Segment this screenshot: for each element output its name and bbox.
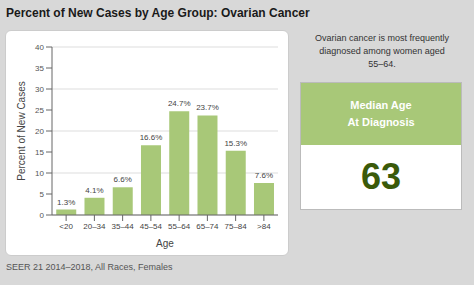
html-text:SEER 21 2014–2018, All Races,: SEER 21 2014–2018, All Races, Females [6, 262, 173, 272]
svg-text:23.7%: 23.7% [196, 103, 219, 112]
svg-text:55–64: 55–64 [168, 222, 191, 231]
html-text:Percent of New Cases by Age Gr: Percent of New Cases by Age Group: Ovari… [6, 6, 310, 20]
svg-text:20–34: 20–34 [83, 222, 106, 231]
html-text:Ovarian cancer is most frequen: Ovarian cancer is most frequently [315, 33, 449, 43]
svg-text:40: 40 [35, 43, 44, 52]
svg-text:30: 30 [35, 85, 44, 94]
html-text:55–64.: 55–64. [368, 59, 396, 69]
svg-text:65–74: 65–74 [196, 222, 219, 231]
svg-text:1.3%: 1.3% [57, 198, 75, 207]
html-text:63: 63 [361, 156, 401, 197]
svg-text:20: 20 [35, 127, 44, 136]
svg-text:75–84: 75–84 [225, 222, 248, 231]
html-text:At Diagnosis: At Diagnosis [347, 116, 415, 128]
svg-text:10: 10 [35, 169, 44, 178]
svg-text:4.1%: 4.1% [85, 186, 103, 195]
svg-text:35–44: 35–44 [112, 222, 135, 231]
html-text:Median Age: Median Age [350, 99, 412, 111]
svg-text:25: 25 [35, 106, 44, 115]
html-text:diagnosed among women aged: diagnosed among women aged [319, 46, 445, 56]
svg-text:6.6%: 6.6% [114, 175, 132, 184]
svg-text:Age: Age [156, 238, 174, 249]
svg-text:15.3%: 15.3% [224, 139, 247, 148]
svg-text:24.7%: 24.7% [168, 99, 191, 108]
svg-text:16.6%: 16.6% [140, 133, 163, 142]
svg-text:35: 35 [35, 64, 44, 73]
svg-text:Percent of New Cases: Percent of New Cases [16, 81, 27, 181]
svg-text:15: 15 [35, 148, 44, 157]
svg-text:>84: >84 [257, 222, 271, 231]
svg-text:45–54: 45–54 [140, 222, 163, 231]
svg-text:5: 5 [40, 190, 45, 199]
svg-text:0: 0 [40, 211, 45, 220]
svg-text:<20: <20 [59, 222, 73, 231]
svg-text:7.6%: 7.6% [255, 171, 273, 180]
